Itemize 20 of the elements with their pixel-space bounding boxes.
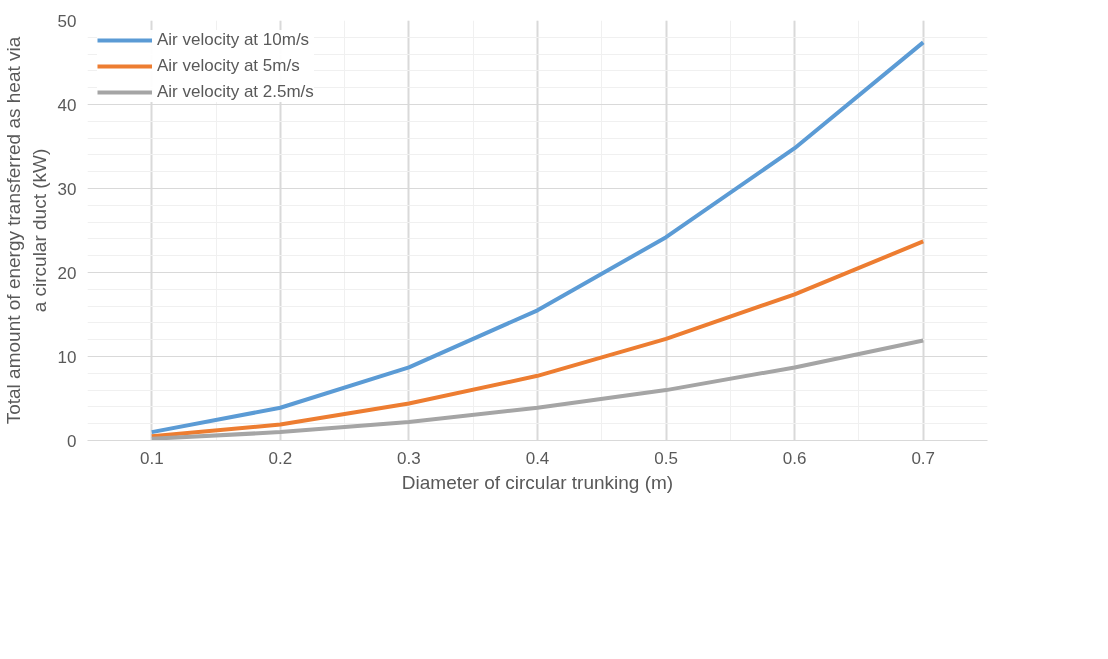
y-tick-label: 20 xyxy=(57,263,77,283)
y-tick-label: 40 xyxy=(57,95,77,115)
line-series xyxy=(149,338,926,441)
y-tick-label: 30 xyxy=(57,179,77,199)
legend-label: Air velocity at 5m/s xyxy=(157,56,300,76)
x-tick-label: 0.3 xyxy=(397,448,421,468)
x-tick-label: 0.6 xyxy=(782,448,807,468)
y-tick-label: 50 xyxy=(57,11,77,31)
x-tick-label: 0.5 xyxy=(654,448,678,468)
x-tick-label: 0.4 xyxy=(525,448,550,468)
y-tick-label: 10 xyxy=(57,347,77,367)
y-tick-label: 0 xyxy=(67,431,77,451)
x-tick-label: 0.2 xyxy=(268,448,293,468)
line-series xyxy=(149,239,926,439)
x-tick-label: 0.7 xyxy=(911,448,936,468)
x-tick-label: 0.1 xyxy=(139,448,164,468)
x-axis-title: Diameter of circular trunking (m) xyxy=(401,471,674,493)
y-axis-title: Total amount of energy transferred as heat via a circular duct (kW) xyxy=(3,36,50,425)
legend-label: Air velocity at 2.5m/s xyxy=(157,82,314,102)
legend-label: Air velocity at 10m/s xyxy=(157,30,310,50)
